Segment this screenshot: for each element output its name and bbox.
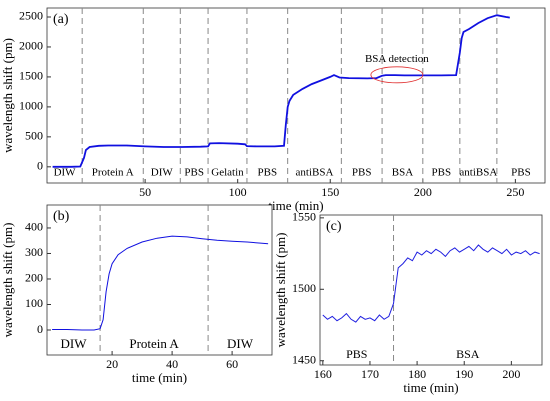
region-label: DIW: [227, 336, 254, 351]
data-line: [52, 235, 269, 331]
region-label: Protein A: [129, 336, 179, 351]
y-tick-label: 2000: [19, 39, 43, 53]
panel-label: (a): [53, 12, 69, 27]
y-axis-label: wavelength shift (pm): [0, 223, 15, 338]
y-tick-label: 0: [37, 322, 43, 336]
region-label: Protein A: [92, 167, 134, 179]
y-tick-label: 100: [25, 296, 43, 310]
y-tick-label: 0: [37, 159, 43, 173]
x-tick-label: 180: [408, 367, 426, 381]
x-tick-label: 190: [455, 367, 473, 381]
x-tick-label: 60: [226, 357, 238, 371]
annotation-ellipse: [370, 66, 424, 84]
y-tick-label: 500: [25, 129, 43, 143]
region-label: PBS: [184, 167, 204, 179]
annotation: BSA detection: [365, 53, 429, 65]
region-label: BSA: [392, 167, 413, 179]
region-label: DIW: [54, 167, 77, 179]
y-tick-label: 2500: [19, 9, 43, 23]
region-label: Gelatin: [211, 167, 244, 179]
x-axis-label: time (min): [132, 370, 187, 385]
region-label: PBS: [346, 347, 367, 361]
x-tick-label: 250: [506, 185, 524, 199]
x-tick-label: 200: [502, 367, 520, 381]
region-label: antiBSA: [459, 167, 497, 179]
plot-area: [46, 204, 273, 356]
region-label: PBS: [258, 167, 278, 179]
region-label: BSA: [456, 347, 480, 361]
region-label: antiBSA: [296, 167, 334, 179]
y-axis-label: wavelength shift (pm): [273, 233, 288, 348]
x-tick-label: 100: [229, 185, 247, 199]
x-tick-label: 150: [321, 185, 339, 199]
x-tick-label: 160: [314, 367, 332, 381]
y-tick-label: 1450: [292, 352, 316, 366]
y-tick-label: 1500: [292, 281, 316, 295]
plot-area: [319, 214, 543, 366]
panel-label: (c): [326, 219, 342, 234]
y-tick-label: 1500: [19, 69, 43, 83]
y-tick-label: 400: [25, 220, 43, 234]
y-tick-label: 1000: [19, 99, 43, 113]
region-label: DIW: [61, 336, 88, 351]
plot-area: [46, 7, 546, 184]
panel-label: (b): [53, 209, 70, 224]
y-tick-label: 300: [25, 245, 43, 259]
region-label: PBS: [352, 167, 372, 179]
x-tick-label: 50: [139, 185, 151, 199]
data-line: [322, 244, 540, 323]
y-tick-label: 200: [25, 271, 43, 285]
x-tick-label: 20: [106, 357, 118, 371]
y-axis-label: wavelength shift (pm): [0, 38, 15, 153]
region-label: DIW: [151, 167, 174, 179]
x-tick-label: 40: [166, 357, 178, 371]
y-tick-label: 1550: [292, 210, 316, 224]
region-label: PBS: [432, 167, 452, 179]
data-line: [52, 14, 510, 168]
region-label: PBS: [511, 167, 531, 179]
x-tick-label: 170: [361, 367, 379, 381]
x-tick-label: 200: [414, 185, 432, 199]
x-axis-label: time (min): [403, 380, 458, 395]
x-axis-label: time (min): [268, 198, 323, 213]
